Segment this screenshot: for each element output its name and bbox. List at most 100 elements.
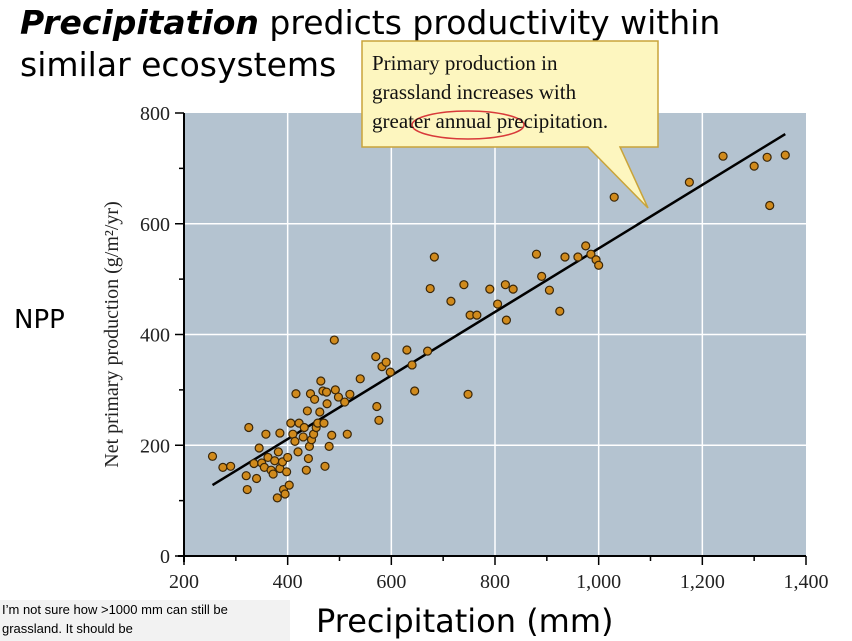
title-rest: predicts productivity within: [258, 3, 721, 42]
data-point: [254, 443, 264, 453]
data-point: [472, 310, 482, 320]
data-point: [291, 389, 301, 399]
data-point: [293, 447, 303, 457]
data-point: [537, 271, 547, 281]
x-tick-label: 400: [273, 571, 303, 593]
data-point: [251, 473, 262, 484]
slide-title: Precipitation predicts productivity with…: [20, 2, 840, 86]
data-point: [283, 452, 293, 463]
npp-label: NPP: [14, 305, 65, 335]
data-point: [280, 489, 290, 499]
data-point: [492, 299, 503, 309]
data-point: [381, 357, 391, 367]
data-point: [319, 418, 329, 428]
data-point: [508, 284, 518, 294]
tick-labels: 200 400 600 800 1,000 1,200 1,400 0 200 400 600 800: [140, 103, 829, 593]
data-point: [407, 360, 417, 370]
data-point: [207, 451, 218, 461]
data-point: [302, 406, 312, 416]
data-point: [322, 399, 332, 409]
data-point: [372, 401, 382, 412]
data-point: [544, 285, 555, 295]
data-point: [594, 260, 604, 270]
data-point: [249, 458, 259, 469]
callout-text: Primary production in grassland increase…: [372, 49, 662, 136]
data-point: [555, 306, 565, 316]
data-point: [218, 462, 228, 472]
data-point: [765, 200, 775, 211]
data-point: [780, 150, 790, 160]
callout-line-2: grassland increases with: [372, 80, 577, 104]
data-point: [242, 484, 252, 495]
data-point: [299, 422, 309, 433]
data-point: [310, 394, 320, 404]
data-point: [275, 428, 285, 438]
data-point: [320, 461, 330, 471]
y-tick-label: 0: [160, 546, 170, 568]
data-point: [586, 249, 596, 259]
data-point: [321, 387, 332, 397]
data-point: [355, 374, 365, 384]
data-point: [272, 493, 282, 503]
data-point: [573, 252, 583, 262]
data-point: [429, 252, 439, 262]
tick-marks: [175, 112, 807, 565]
x-tick-label: 1,200: [680, 571, 725, 593]
note-text: I’m not sure how >1000 mm can still be g…: [0, 600, 290, 641]
data-point: [345, 389, 355, 399]
data-point: [316, 376, 326, 386]
data-point: [385, 367, 395, 377]
data-point: [501, 315, 512, 325]
callout-line-3: greater annual precipitation.: [372, 109, 609, 133]
axes: [178, 113, 806, 562]
x-tick-label: 800: [480, 571, 510, 593]
data-point: [463, 389, 473, 399]
data-point: [324, 441, 334, 451]
data-point: [282, 467, 292, 477]
y-tick-label: 800: [140, 103, 170, 125]
data-point: [342, 429, 352, 439]
data-point: [333, 392, 344, 402]
data-point: [531, 249, 542, 259]
data-point: [301, 465, 311, 475]
data-point: [749, 161, 759, 171]
data-point: [340, 397, 350, 407]
highlight-ellipse: [411, 110, 525, 140]
y-tick-label: 600: [140, 214, 170, 236]
data-point: [284, 480, 294, 490]
data-point: [327, 430, 337, 440]
data-point: [241, 471, 251, 481]
data-point: [315, 407, 325, 417]
data-points: [207, 150, 790, 503]
data-point: [290, 436, 300, 446]
data-point: [425, 283, 435, 294]
callout-line-1: Primary production in: [372, 51, 558, 75]
x-tick-label: 600: [376, 571, 406, 593]
y-axis-label: Net primary production (g/m²/yr): [101, 201, 123, 467]
data-point: [268, 469, 278, 479]
title-emphasis: Precipitation: [20, 3, 259, 42]
data-point: [374, 415, 384, 425]
x-axis-caption: Precipitation (mm): [316, 602, 614, 640]
data-point: [298, 432, 308, 442]
x-tick-label: 1,400: [784, 571, 829, 593]
y-tick-label: 400: [140, 325, 170, 347]
data-point: [446, 296, 456, 306]
callout-shape: [361, 40, 659, 209]
data-point: [286, 418, 296, 428]
data-point: [581, 241, 591, 251]
data-point: [329, 335, 339, 345]
data-point: [762, 152, 772, 162]
data-point: [226, 461, 236, 471]
data-point: [303, 453, 313, 464]
data-point: [261, 429, 271, 439]
data-point: [560, 252, 570, 262]
data-point: [244, 422, 254, 433]
data-point: [402, 345, 412, 355]
title-line2: similar ecosystems: [20, 45, 337, 84]
data-point: [485, 284, 495, 294]
callout-box: [361, 40, 659, 209]
data-point: [270, 456, 280, 466]
data-point: [459, 280, 469, 290]
